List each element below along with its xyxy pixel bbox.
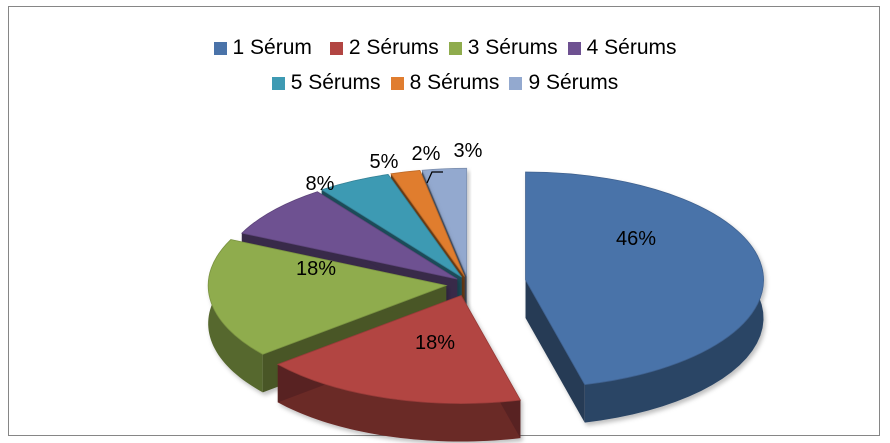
data-label-3: 18%: [296, 258, 336, 280]
legend-label: 5 Sérums: [290, 71, 381, 94]
pie-slices: [207, 167, 764, 442]
legend-label: 8 Sérums: [409, 71, 500, 94]
legend-label: 2 Sérums: [348, 36, 439, 59]
legend-label: 9 Sérums: [528, 71, 619, 94]
legend-swatch: [509, 76, 523, 90]
data-label-1: 46%: [616, 228, 656, 250]
legend-row-1: 1 Sérum 2 Sérums 3 Sérums 4 Sérums: [0, 33, 890, 63]
legend-item-5-serums: 5 Sérums: [271, 71, 381, 95]
pie-slice-3: [207, 239, 448, 393]
legend-swatch: [448, 41, 462, 55]
legend-label: 4 Sérums: [586, 36, 677, 59]
pie-slice-2: [276, 295, 522, 442]
data-label-2: 18%: [415, 332, 455, 354]
legend-item-4-serums: 4 Sérums: [567, 36, 677, 60]
legend-swatch: [567, 41, 581, 55]
pie-labels: 46% 18% 18% 8% 5% 2% 3%: [296, 140, 656, 354]
legend-item-2-serums: 2 Sérums: [329, 36, 439, 60]
legend-label: 1 Sérum: [232, 36, 312, 59]
data-label-5: 5%: [370, 151, 399, 173]
legend-swatch: [213, 41, 227, 55]
legend-label: 3 Sérums: [467, 36, 558, 59]
data-label-4: 8%: [306, 173, 335, 195]
legend-swatch: [390, 76, 404, 90]
legend-item-3-serums: 3 Sérums: [448, 36, 558, 60]
legend-item-9-serums: 9 Sérums: [509, 71, 618, 95]
data-label-7: 3%: [454, 140, 483, 162]
data-label-6: 2%: [412, 143, 441, 165]
legend: 1 Sérum 2 Sérums 3 Sérums 4 Sérums 5 Sér…: [0, 33, 890, 98]
pie-slice-1: [525, 171, 764, 423]
legend-item-8-serums: 8 Sérums: [390, 71, 500, 95]
legend-item-1-serum: 1 Sérum: [213, 36, 312, 60]
legend-swatch: [271, 76, 285, 90]
legend-row-2: 5 Sérums 8 Sérums 9 Sérums: [0, 68, 890, 98]
legend-swatch: [329, 41, 343, 55]
leader-line: [426, 171, 443, 184]
